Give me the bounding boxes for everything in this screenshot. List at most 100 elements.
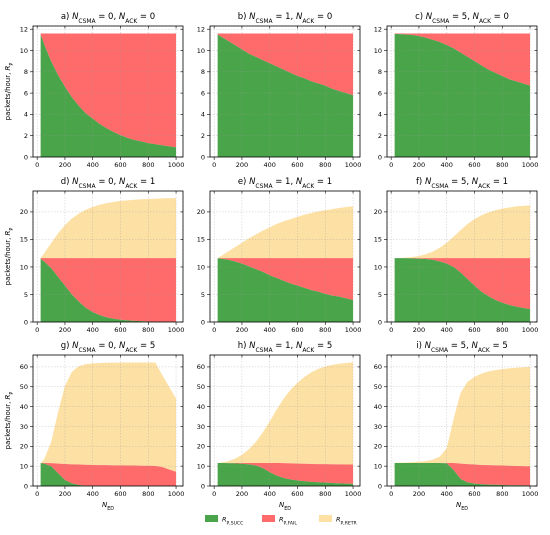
y-axis-label: packets/hour, RP [4, 392, 15, 450]
grid-lines [387, 355, 537, 487]
x-tick-label: 600 [114, 326, 126, 334]
x-axis-label: NED [102, 501, 114, 512]
legend-label-succ: RP,SUCC [222, 516, 243, 527]
grid-lines [33, 26, 183, 158]
x-tick-label: 200 [236, 490, 248, 498]
x-tick-label: 600 [291, 161, 303, 169]
area-succ [394, 33, 531, 157]
y-tick-label: 50 [197, 383, 205, 391]
x-tick-label: 0 [35, 326, 39, 334]
y-tick-label: 10 [20, 263, 28, 271]
y-tick-label: 10 [20, 462, 28, 470]
y-tick-label: 2 [24, 132, 28, 140]
y-tick-label: 0 [378, 318, 382, 326]
area-fail [394, 462, 531, 486]
panel-title: g) NCSMA = 0, NACK = 5 [61, 341, 156, 354]
area-fail [217, 462, 354, 484]
panel-9: 0 200 400 600 800 1000 0 10 20 30 40 50 60 i) NCSMA =… [374, 341, 539, 512]
x-tick-label: 1000 [345, 490, 362, 498]
y-tick-label: 8 [201, 68, 205, 76]
x-tick-label: 1000 [522, 161, 539, 169]
x-tick-label: 600 [291, 490, 303, 498]
y-tick-label: 10 [197, 462, 205, 470]
y-tick-label: 20 [20, 208, 28, 216]
y-tick-label: 0 [378, 482, 382, 490]
legend: RP,SUCC RP,FAIL RP,RETR [205, 515, 358, 526]
x-tick-label: 1000 [345, 326, 362, 334]
panel-8: 0 200 400 600 800 1000 0 10 20 30 40 50 60 h) NCSMA =… [197, 341, 362, 512]
y-tick-label: 10 [374, 47, 382, 55]
x-tick-label: 800 [319, 326, 331, 334]
area-layers [394, 33, 531, 157]
area-layers [40, 362, 177, 486]
x-tick-label: 800 [496, 161, 508, 169]
x-tick-label: 1000 [168, 326, 185, 334]
x-tick-label: 200 [236, 161, 248, 169]
panel-frame [209, 190, 361, 323]
x-tick-label: 200 [413, 161, 425, 169]
y-tick-label: 12 [20, 25, 28, 33]
area-retr [217, 206, 354, 259]
y-tick-label: 40 [374, 403, 382, 411]
x-tick-label: 800 [496, 326, 508, 334]
x-tick-label: 200 [59, 490, 71, 498]
x-tick-label: 0 [212, 490, 216, 498]
x-tick-label: 400 [87, 490, 99, 498]
x-tick-label: 400 [87, 326, 99, 334]
panel-frame [32, 25, 184, 158]
x-tick-label: 0 [212, 326, 216, 334]
panel-title: b) NCSMA = 1, NACK = 0 [238, 12, 333, 25]
x-tick-label: 400 [264, 490, 276, 498]
y-tick-label: 0 [201, 482, 205, 490]
area-succ [40, 258, 177, 322]
x-tick-label: 400 [441, 326, 453, 334]
x-tick-label: 400 [264, 161, 276, 169]
y-tick-label: 20 [197, 208, 205, 216]
area-fail [40, 462, 177, 486]
x-tick-label: 200 [59, 161, 71, 169]
grid-lines [33, 355, 183, 487]
area-retr [394, 205, 531, 259]
panel-title: a) NCSMA = 0, NACK = 0 [61, 12, 155, 25]
x-tick-label: 1000 [345, 161, 362, 169]
y-tick-label: 30 [20, 423, 28, 431]
legend-swatch-succ [205, 515, 218, 522]
legend-swatch-fail [262, 515, 275, 522]
x-tick-label: 0 [389, 326, 393, 334]
x-tick-label: 800 [142, 326, 154, 334]
area-layers [217, 206, 354, 322]
area-succ [217, 34, 354, 157]
grid-lines [387, 191, 537, 323]
y-tick-label: 12 [197, 25, 205, 33]
y-tick-label: 15 [20, 236, 28, 244]
legend-label-retr: RP,RETR [336, 516, 358, 527]
y-tick-label: 8 [378, 68, 382, 76]
y-tick-label: 0 [24, 318, 28, 326]
panel-frame [32, 190, 184, 323]
x-tick-label: 600 [468, 161, 480, 169]
y-tick-label: 15 [374, 236, 382, 244]
y-tick-label: 60 [20, 363, 28, 371]
x-tick-label: 800 [319, 490, 331, 498]
y-tick-label: 50 [374, 383, 382, 391]
panel-6: 0 200 400 600 800 1000 0 5 10 15 20 f) NCSMA = 5, N… [374, 177, 539, 334]
x-tick-label: 800 [142, 161, 154, 169]
y-tick-label: 20 [374, 443, 382, 451]
legend-label-fail: RP,FAIL [279, 516, 297, 527]
panel-frame [386, 354, 538, 487]
area-fail [40, 258, 177, 322]
area-retr [40, 198, 177, 259]
area-layers [40, 198, 177, 322]
x-tick-label: 1000 [522, 490, 539, 498]
y-tick-label: 10 [197, 263, 205, 271]
x-tick-label: 800 [496, 490, 508, 498]
panel-frame [386, 25, 538, 158]
panel-title: f) NCSMA = 5, NACK = 1 [416, 177, 508, 190]
area-fail [394, 258, 531, 310]
area-fail [217, 33, 354, 96]
panel-5: 0 200 400 600 800 1000 0 5 10 15 20 e) NCSMA = 1, N… [197, 177, 362, 334]
panel-4: 0 200 400 600 800 1000 0 5 10 15 20 d) NCSMA = 0, N… [4, 177, 184, 334]
panel-frame [386, 190, 538, 323]
y-tick-label: 8 [24, 68, 28, 76]
